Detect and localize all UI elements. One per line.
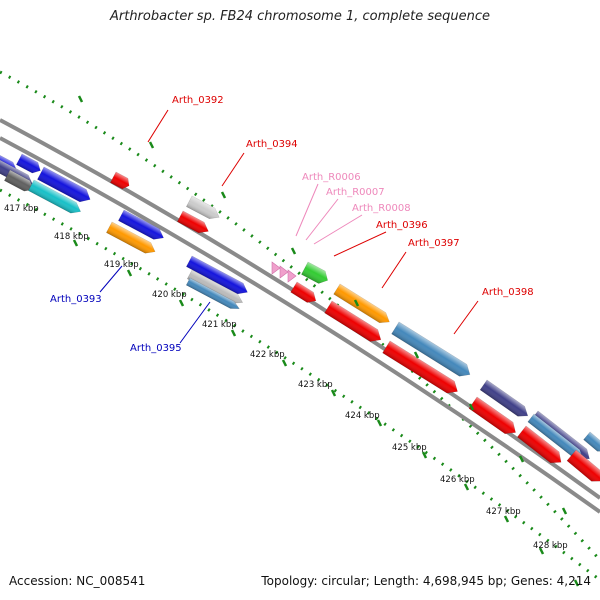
gene-label[interactable]: Arth_R0008: [352, 203, 411, 214]
leader-line: [179, 301, 211, 344]
tick-mark: [376, 419, 383, 427]
tick-mark: [468, 403, 475, 411]
kbp-label: 423 kbp: [298, 380, 333, 390]
gene-arrow: [37, 166, 91, 203]
tick-mark: [126, 269, 133, 277]
tick-mark: [463, 483, 470, 491]
tick-mark: [290, 247, 297, 255]
gene-label[interactable]: Arth_0395: [130, 343, 182, 354]
kbp-label: 418 kbp: [54, 232, 89, 242]
gene-arrow: [106, 221, 156, 254]
tick-mark: [330, 389, 337, 397]
tick-mark: [77, 95, 84, 103]
gene-arrow: [382, 340, 458, 394]
leader-line: [313, 214, 363, 245]
gene-arrow: [16, 153, 41, 174]
accession-text: Accession: NC_008541: [9, 574, 146, 588]
tick-mark: [573, 579, 580, 587]
tick-mark: [561, 507, 568, 515]
tick-mark: [503, 515, 510, 523]
tick-mark: [148, 141, 155, 149]
gene-arrow: [517, 425, 562, 464]
tick-mark: [220, 191, 227, 199]
gene-arrow: [391, 321, 471, 377]
kbp-label: 421 kbp: [202, 320, 237, 330]
kbp-label: 422 kbp: [250, 350, 285, 360]
gene-arrow: [566, 449, 600, 482]
gene-label[interactable]: Arth_0394: [246, 139, 298, 150]
leader-line: [147, 109, 169, 143]
genome-stats-text: Topology: circular; Length: 4,698,945 bp…: [261, 574, 591, 588]
tick-mark: [518, 455, 525, 463]
tick-mark: [178, 299, 185, 307]
leader-line: [305, 198, 339, 241]
gene-arrow: [185, 277, 240, 310]
leader-line: [99, 265, 123, 293]
gene-arrow: [324, 300, 382, 342]
kbp-label: 425 kbp: [392, 443, 427, 453]
gene-label[interactable]: Arth_0392: [172, 95, 224, 106]
gene-arrow: [186, 255, 248, 295]
leader-line: [453, 300, 479, 335]
kbp-label: 419 kbp: [104, 260, 139, 270]
gene-arrow: [28, 179, 81, 214]
gene-arrow: [186, 195, 220, 220]
kbp-label: 424 kbp: [345, 411, 380, 421]
backbone-outer: [0, 118, 600, 500]
tick-mark: [72, 239, 79, 247]
tick-mark: [353, 299, 360, 307]
kbp-label: 428 kbp: [533, 541, 568, 551]
tick-mark: [230, 329, 237, 337]
kbp-label: 417 kbp: [4, 204, 39, 214]
outer-tick-ring: [0, 70, 600, 562]
tick-mark: [413, 351, 420, 359]
gene-arrow: [333, 283, 390, 324]
kbp-label: 420 kbp: [152, 290, 187, 300]
gene-arrow: [186, 269, 244, 304]
gene-arrow: [177, 210, 209, 234]
backbone-inner: [0, 136, 600, 514]
trna-marker: [287, 269, 297, 283]
tick-mark: [421, 451, 428, 459]
tick-mark: [538, 547, 545, 555]
tick-mark: [281, 359, 288, 367]
kbp-label: 426 kbp: [440, 475, 475, 485]
gene-label[interactable]: Arth_0398: [482, 287, 534, 298]
trna-marker: [279, 265, 289, 279]
map-title: Arthrobacter sp. FB24 chromosome 1, comp…: [109, 9, 491, 24]
gene-label[interactable]: Arth_0397: [408, 238, 460, 249]
gene-label[interactable]: Arth_0396: [376, 220, 428, 231]
leader-line: [381, 251, 407, 289]
leader-line: [333, 231, 387, 257]
gene-arrow: [110, 171, 130, 190]
leader-line: [295, 183, 319, 237]
gene-label[interactable]: Arth_0393: [50, 294, 102, 305]
gene-arrow: [301, 261, 328, 284]
gene-arrow: [290, 281, 317, 303]
gene-arrow: [479, 379, 529, 417]
gene-arrow: [118, 209, 164, 240]
leader-line: [221, 152, 245, 187]
kbp-label: 427 kbp: [486, 507, 521, 517]
gene-label[interactable]: Arth_R0006: [302, 172, 361, 183]
gene-label[interactable]: Arth_R0007: [326, 187, 385, 198]
trna-marker: [271, 261, 281, 275]
